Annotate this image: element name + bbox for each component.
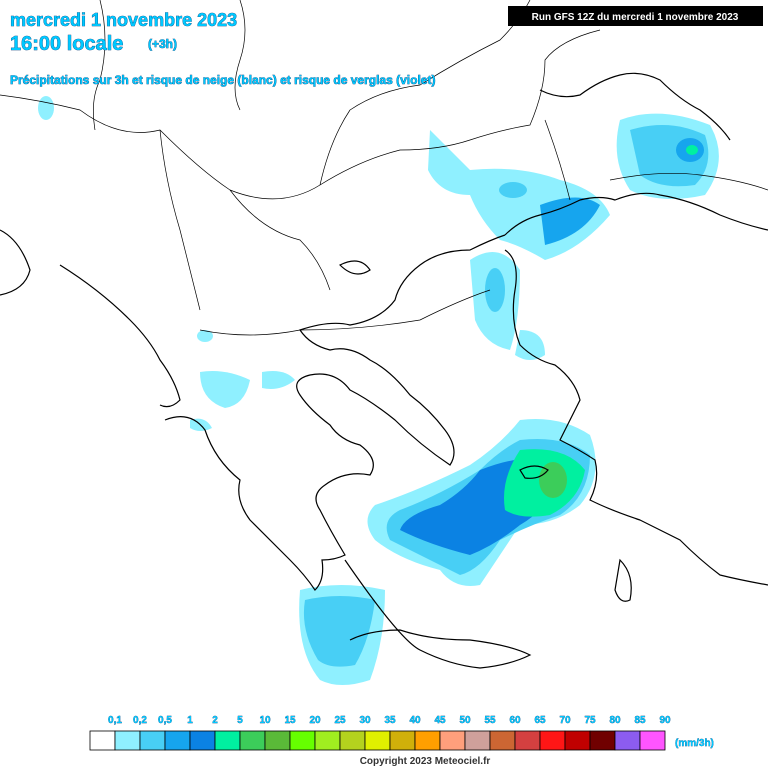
time-offset: (+3h) <box>148 37 177 51</box>
legend-swatch <box>139 730 166 751</box>
legend-label: 90 <box>659 715 671 726</box>
time-title: 16:00 locale <box>10 33 123 55</box>
legend-swatch <box>339 730 366 751</box>
legend-label: 25 <box>334 715 346 726</box>
legend-label: 10 <box>259 715 271 726</box>
legend-label: 55 <box>484 715 496 726</box>
legend-label: 70 <box>559 715 571 726</box>
precipitation <box>38 96 719 685</box>
legend-label: 20 <box>309 715 321 726</box>
legend-swatch <box>389 730 416 751</box>
legend-label: 65 <box>534 715 546 726</box>
legend-label: 60 <box>509 715 521 726</box>
run-box <box>508 6 763 26</box>
legend-label: 2 <box>212 715 218 726</box>
legend-swatch <box>514 730 541 751</box>
legend-swatch <box>314 730 341 751</box>
legend-swatch <box>614 730 641 751</box>
legend-label: 1 <box>187 715 193 726</box>
legend-swatch <box>439 730 466 751</box>
legend-label: 80 <box>609 715 621 726</box>
legend-unit: (mm/3h) <box>675 738 714 749</box>
legend-swatch <box>189 730 216 751</box>
legend-label: 50 <box>459 715 471 726</box>
subtitle: Précipitations sur 3h et risque de neige… <box>10 73 435 87</box>
copyright: Copyright 2023 Meteociel.fr <box>360 756 491 767</box>
legend-swatch <box>464 730 491 751</box>
legend-label: 40 <box>409 715 421 726</box>
legend-label: 45 <box>434 715 446 726</box>
legend-swatch <box>89 730 116 751</box>
legend-swatch <box>564 730 591 751</box>
borders <box>0 0 768 336</box>
legend-swatch <box>539 730 566 751</box>
legend-label: 35 <box>384 715 396 726</box>
legend-label: 0,5 <box>158 715 172 726</box>
legend-swatch <box>289 730 316 751</box>
legend-label: 30 <box>359 715 371 726</box>
legend-swatch <box>164 730 191 751</box>
legend-swatch <box>364 730 391 751</box>
legend: 0,1 0,2 0,5 1 2 5 10 15 20 25 30 35 40 45 50 55 60 65 70 75… <box>89 715 671 751</box>
legend-swatch <box>239 730 266 751</box>
run-label: Run GFS 12Z du mercredi 1 novembre 2023 <box>532 12 739 23</box>
legend-label: 85 <box>634 715 646 726</box>
legend-swatch <box>589 730 616 751</box>
legend-label: 75 <box>584 715 596 726</box>
coastlines <box>0 72 768 669</box>
legend-label: 5 <box>237 715 243 726</box>
legend-swatch <box>114 730 141 751</box>
legend-label: 0,2 <box>133 715 147 726</box>
legend-swatch <box>264 730 291 751</box>
legend-swatch <box>639 730 666 751</box>
legend-swatch <box>489 730 516 751</box>
legend-label: 15 <box>284 715 296 726</box>
legend-label: 0,1 <box>108 715 122 726</box>
legend-swatch <box>214 730 241 751</box>
date-title: mercredi 1 novembre 2023 <box>10 10 237 30</box>
legend-swatch <box>414 730 441 751</box>
